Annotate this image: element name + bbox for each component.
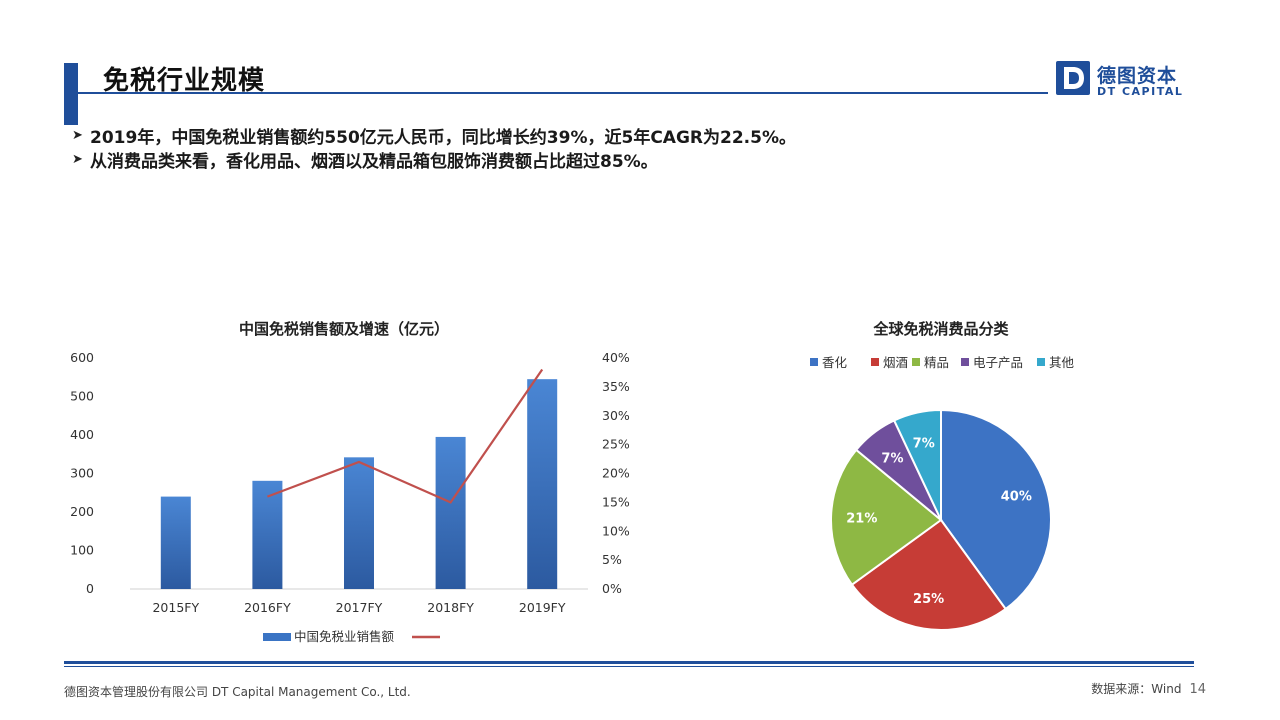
- pie-slice-label: 7%: [913, 437, 935, 452]
- pie-legend-label: 其他: [1049, 355, 1075, 370]
- x-tick-label: 2015FY: [152, 600, 199, 615]
- sales-growth-chart: 中国免税销售额及增速（亿元） 0 100 200 300 400 500 600 0% 5% 10%…: [40, 310, 660, 660]
- legend-bar-label: 中国免税业销售额: [294, 629, 395, 644]
- y-right-tick-label: 10%: [602, 523, 630, 538]
- footer-rule-thin: [64, 666, 1194, 667]
- footer-rule: [64, 661, 1194, 664]
- dt-logo-icon: [1056, 61, 1090, 95]
- pie-slice: [892, 408, 942, 521]
- y-left-tick-label: 600: [70, 350, 94, 365]
- pie-legend-label: 电子产品: [973, 355, 1023, 370]
- y-right-tick-label: 5%: [602, 552, 622, 567]
- pie-legend-swatch: [871, 358, 879, 366]
- y-left-tick-label: 300: [70, 466, 94, 481]
- chart-title: 中国免税销售额及增速（亿元）: [239, 320, 449, 338]
- growth-line: [267, 368, 544, 504]
- legend-bar-swatch: [263, 633, 291, 641]
- title-accent-bar: [64, 63, 78, 125]
- pie-legend-label: 烟酒: [883, 355, 908, 370]
- category-pie-chart: 全球免税消费品分类香化 烟酒 精品 电子产品 其他 40% 25% 21% 7% 7%: [790, 310, 1110, 650]
- y-left-tick-label: 0: [86, 581, 94, 596]
- sales-growth-chart-svg: 中国免税销售额及增速（亿元） 0 100 200 300 400 500 600 0% 5% 10%…: [70, 320, 630, 644]
- summary-bullets: ➤ 2019年，中国免税业销售额约550亿元人民币，同比增长约39%，近5年CA…: [72, 123, 796, 172]
- bullet-text: 从消费品类来看，香化用品、烟酒以及精品箱包服饰消费额占比超过85%。: [90, 151, 658, 172]
- bar-sales: [160, 496, 191, 589]
- bar-sales: [527, 379, 558, 589]
- bullet-arrow-icon: ➤: [72, 127, 83, 143]
- footer-source: 数据来源：Wind 14: [1091, 680, 1206, 697]
- pie-slice: [830, 448, 943, 587]
- bar-sales: [435, 436, 466, 589]
- dt-capital-logo: 德图资本 DT CAPITAL: [1056, 60, 1186, 98]
- pie-slice-label: 25%: [913, 592, 944, 607]
- data-source: 数据来源：Wind: [1091, 682, 1182, 696]
- bullet-arrow-icon: ➤: [72, 151, 83, 167]
- x-tick-label: 2018FY: [427, 600, 474, 615]
- footer-company: 德图资本管理股份有限公司 DT Capital Management Co., …: [64, 685, 411, 699]
- y-left-tick-label: 200: [70, 504, 94, 519]
- y-left-tick-label: 500: [70, 389, 94, 404]
- y-left-tick-label: 100: [70, 543, 94, 558]
- bullet-text: 2019年，中国免税业销售额约550亿元人民币，同比增长约39%，近5年CAGR…: [90, 127, 796, 148]
- pie-legend-swatch: [912, 358, 920, 366]
- pie-chart-title: 全球免税消费品分类: [872, 320, 1009, 338]
- x-tick-label: 2019FY: [519, 600, 566, 615]
- pie-legend-swatch: [961, 358, 969, 366]
- bar-sales: [344, 457, 374, 589]
- y-right-tick-label: 25%: [602, 437, 630, 452]
- pie-slice: [940, 408, 1052, 611]
- bullet-item: ➤ 从消费品类来看，香化用品、烟酒以及精品箱包服饰消费额占比超过85%。: [72, 147, 796, 172]
- y-right-tick-label: 0%: [602, 581, 622, 596]
- logo-chinese-name: 德图资本: [1097, 65, 1178, 87]
- pie-legend-swatch: [1037, 358, 1045, 366]
- page-title: 免税行业规模: [103, 66, 266, 96]
- pie-legend-swatch: [810, 358, 818, 366]
- y-right-tick-label: 20%: [602, 466, 630, 481]
- x-tick-label: 2017FY: [336, 600, 383, 615]
- page-number: 14: [1189, 682, 1206, 697]
- pie-legend-label: 香化: [822, 355, 848, 370]
- y-right-tick-label: 35%: [602, 379, 630, 394]
- y-right-tick-label: 40%: [602, 350, 630, 365]
- pie-legend-label: 精品: [924, 355, 949, 370]
- pie-slice-label: 7%: [881, 451, 903, 466]
- bullet-item: ➤ 2019年，中国免税业销售额约550亿元人民币，同比增长约39%，近5年CA…: [72, 123, 796, 148]
- pie-slice: [850, 518, 1008, 631]
- y-right-tick-label: 30%: [602, 408, 630, 423]
- pie-slice-label: 21%: [846, 512, 877, 527]
- title-underline: [78, 92, 1048, 94]
- pie-slice-label: 40%: [1001, 490, 1032, 505]
- x-tick-label: 2016FY: [244, 600, 291, 615]
- bar-sales: [252, 480, 283, 589]
- y-left-tick-label: 400: [70, 427, 94, 442]
- logo-english-name: DT CAPITAL: [1097, 85, 1184, 98]
- y-right-tick-label: 15%: [602, 494, 630, 509]
